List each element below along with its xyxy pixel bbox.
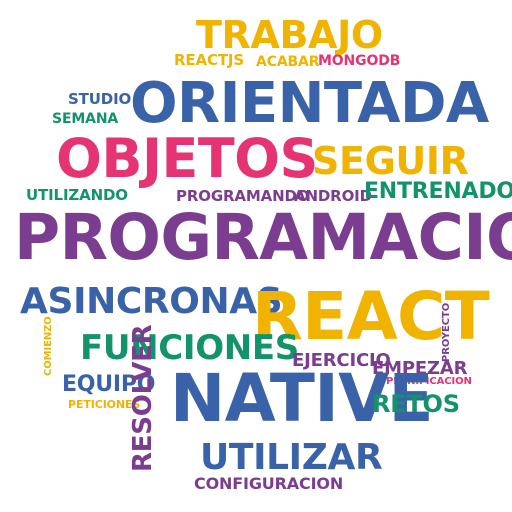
word-semana: SEMANA: [52, 111, 119, 127]
word-resolver: RESOLVER: [128, 324, 158, 472]
word-planificacion: PLANIFICACION: [386, 376, 472, 387]
word-entrenado: ENTRENADO: [364, 179, 512, 204]
word-native: NATIVE: [170, 360, 434, 437]
word-comienzo: COMIENZO: [43, 316, 54, 376]
word-orientada: ORIENTADA: [130, 71, 489, 136]
word-mongodb: MONGODB: [318, 53, 401, 69]
word-reactjs: REACTJS: [174, 51, 244, 69]
word-funciones: FUNCIONES: [80, 328, 299, 368]
word-equipo: EQUIPO: [62, 372, 156, 397]
word-utilizar: UTILIZAR: [200, 437, 383, 478]
word-proyecto: PROYECTO: [441, 302, 452, 362]
word-peticiones: PETICIONES: [68, 398, 141, 411]
word-studio: STUDIO: [68, 90, 132, 108]
word-configuracion: CONFIGURACION: [194, 474, 344, 493]
word-trabajo: TRABAJO: [196, 13, 383, 57]
word-react: REACT: [252, 278, 490, 355]
word-retos: RETOS: [372, 390, 460, 418]
word-programacion: PROGRAMACION: [14, 201, 512, 274]
word-asincronas: ASINCRONAS: [20, 281, 283, 322]
word-android: ANDROID: [294, 187, 372, 205]
word-seguir: SEGUIR: [312, 139, 469, 183]
word-acabar: ACABAR: [256, 54, 320, 70]
word-empezar: EMPEZAR: [372, 358, 468, 379]
word-objetos: OBJETOS: [56, 127, 318, 190]
word-ejercicio: EJERCICIO: [292, 350, 391, 371]
word-utilizando: UTILIZANDO: [26, 186, 128, 204]
word-programando: PROGRAMANDO: [176, 187, 310, 205]
